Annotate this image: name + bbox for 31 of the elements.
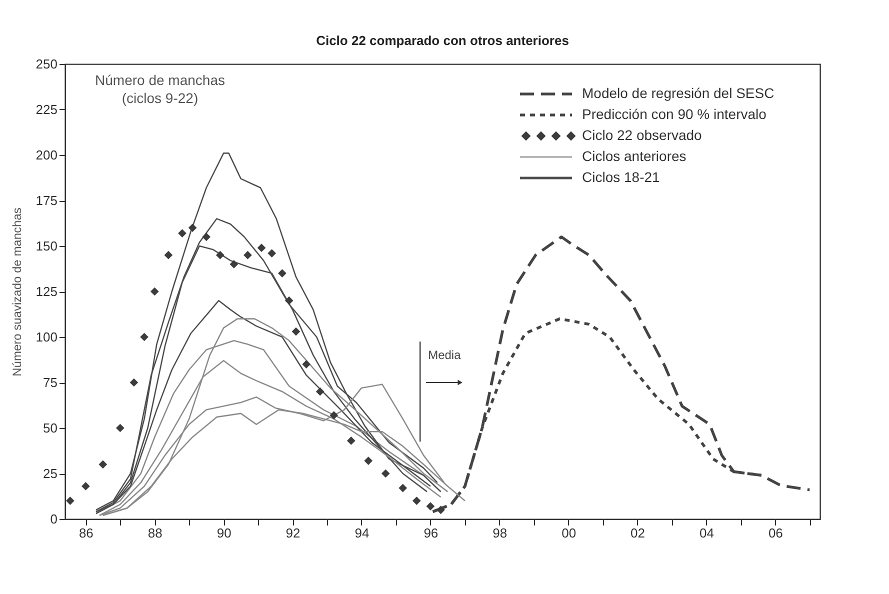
x-tick-label: 94: [354, 526, 370, 540]
chart-title: Ciclo 22 comparado con otros anteriores: [316, 33, 569, 48]
y-tick-label: 150: [36, 238, 58, 254]
legend-label: Predicción con 90 % intervalo: [582, 106, 767, 122]
x-tick-label: 86: [78, 526, 94, 540]
legend-label: Modelo de regresión del SESC: [582, 85, 774, 101]
x-tick-label: 06: [768, 526, 783, 540]
ref-line-label: Media: [428, 348, 462, 362]
y-tick-label: 50: [43, 420, 58, 436]
y-tick-label: 225: [36, 102, 58, 117]
legend-label: Ciclos anteriores: [582, 148, 686, 164]
legend-label: Ciclo 22 observado: [582, 127, 702, 143]
y-tick-label: 200: [36, 148, 58, 162]
y-axis-title: Número suavizado de manchas: [10, 208, 24, 376]
y-tick-label: 100: [36, 330, 58, 344]
x-tick-label: 90: [216, 526, 232, 540]
legend-label: Ciclos 18-21: [582, 169, 660, 185]
x-tick-label: 00: [562, 526, 576, 540]
y-tick-label: 250: [36, 56, 58, 72]
y-tick-label: 125: [36, 284, 58, 299]
annotation: Número de manchas (ciclos 9-22): [95, 72, 225, 106]
x-tick-label: 88: [148, 526, 162, 540]
x-tick-label: 02: [630, 526, 646, 540]
y-tick-label: 25: [43, 466, 58, 481]
y-tick-label: 175: [36, 193, 58, 208]
y-tick-label: 75: [43, 375, 58, 390]
x-tick-label: 04: [700, 526, 714, 540]
y-tick-label: 0: [50, 512, 58, 526]
x-tick-label: 98: [492, 526, 508, 540]
x-tick-label: 96: [424, 526, 438, 540]
x-tick-label: 92: [286, 526, 300, 540]
